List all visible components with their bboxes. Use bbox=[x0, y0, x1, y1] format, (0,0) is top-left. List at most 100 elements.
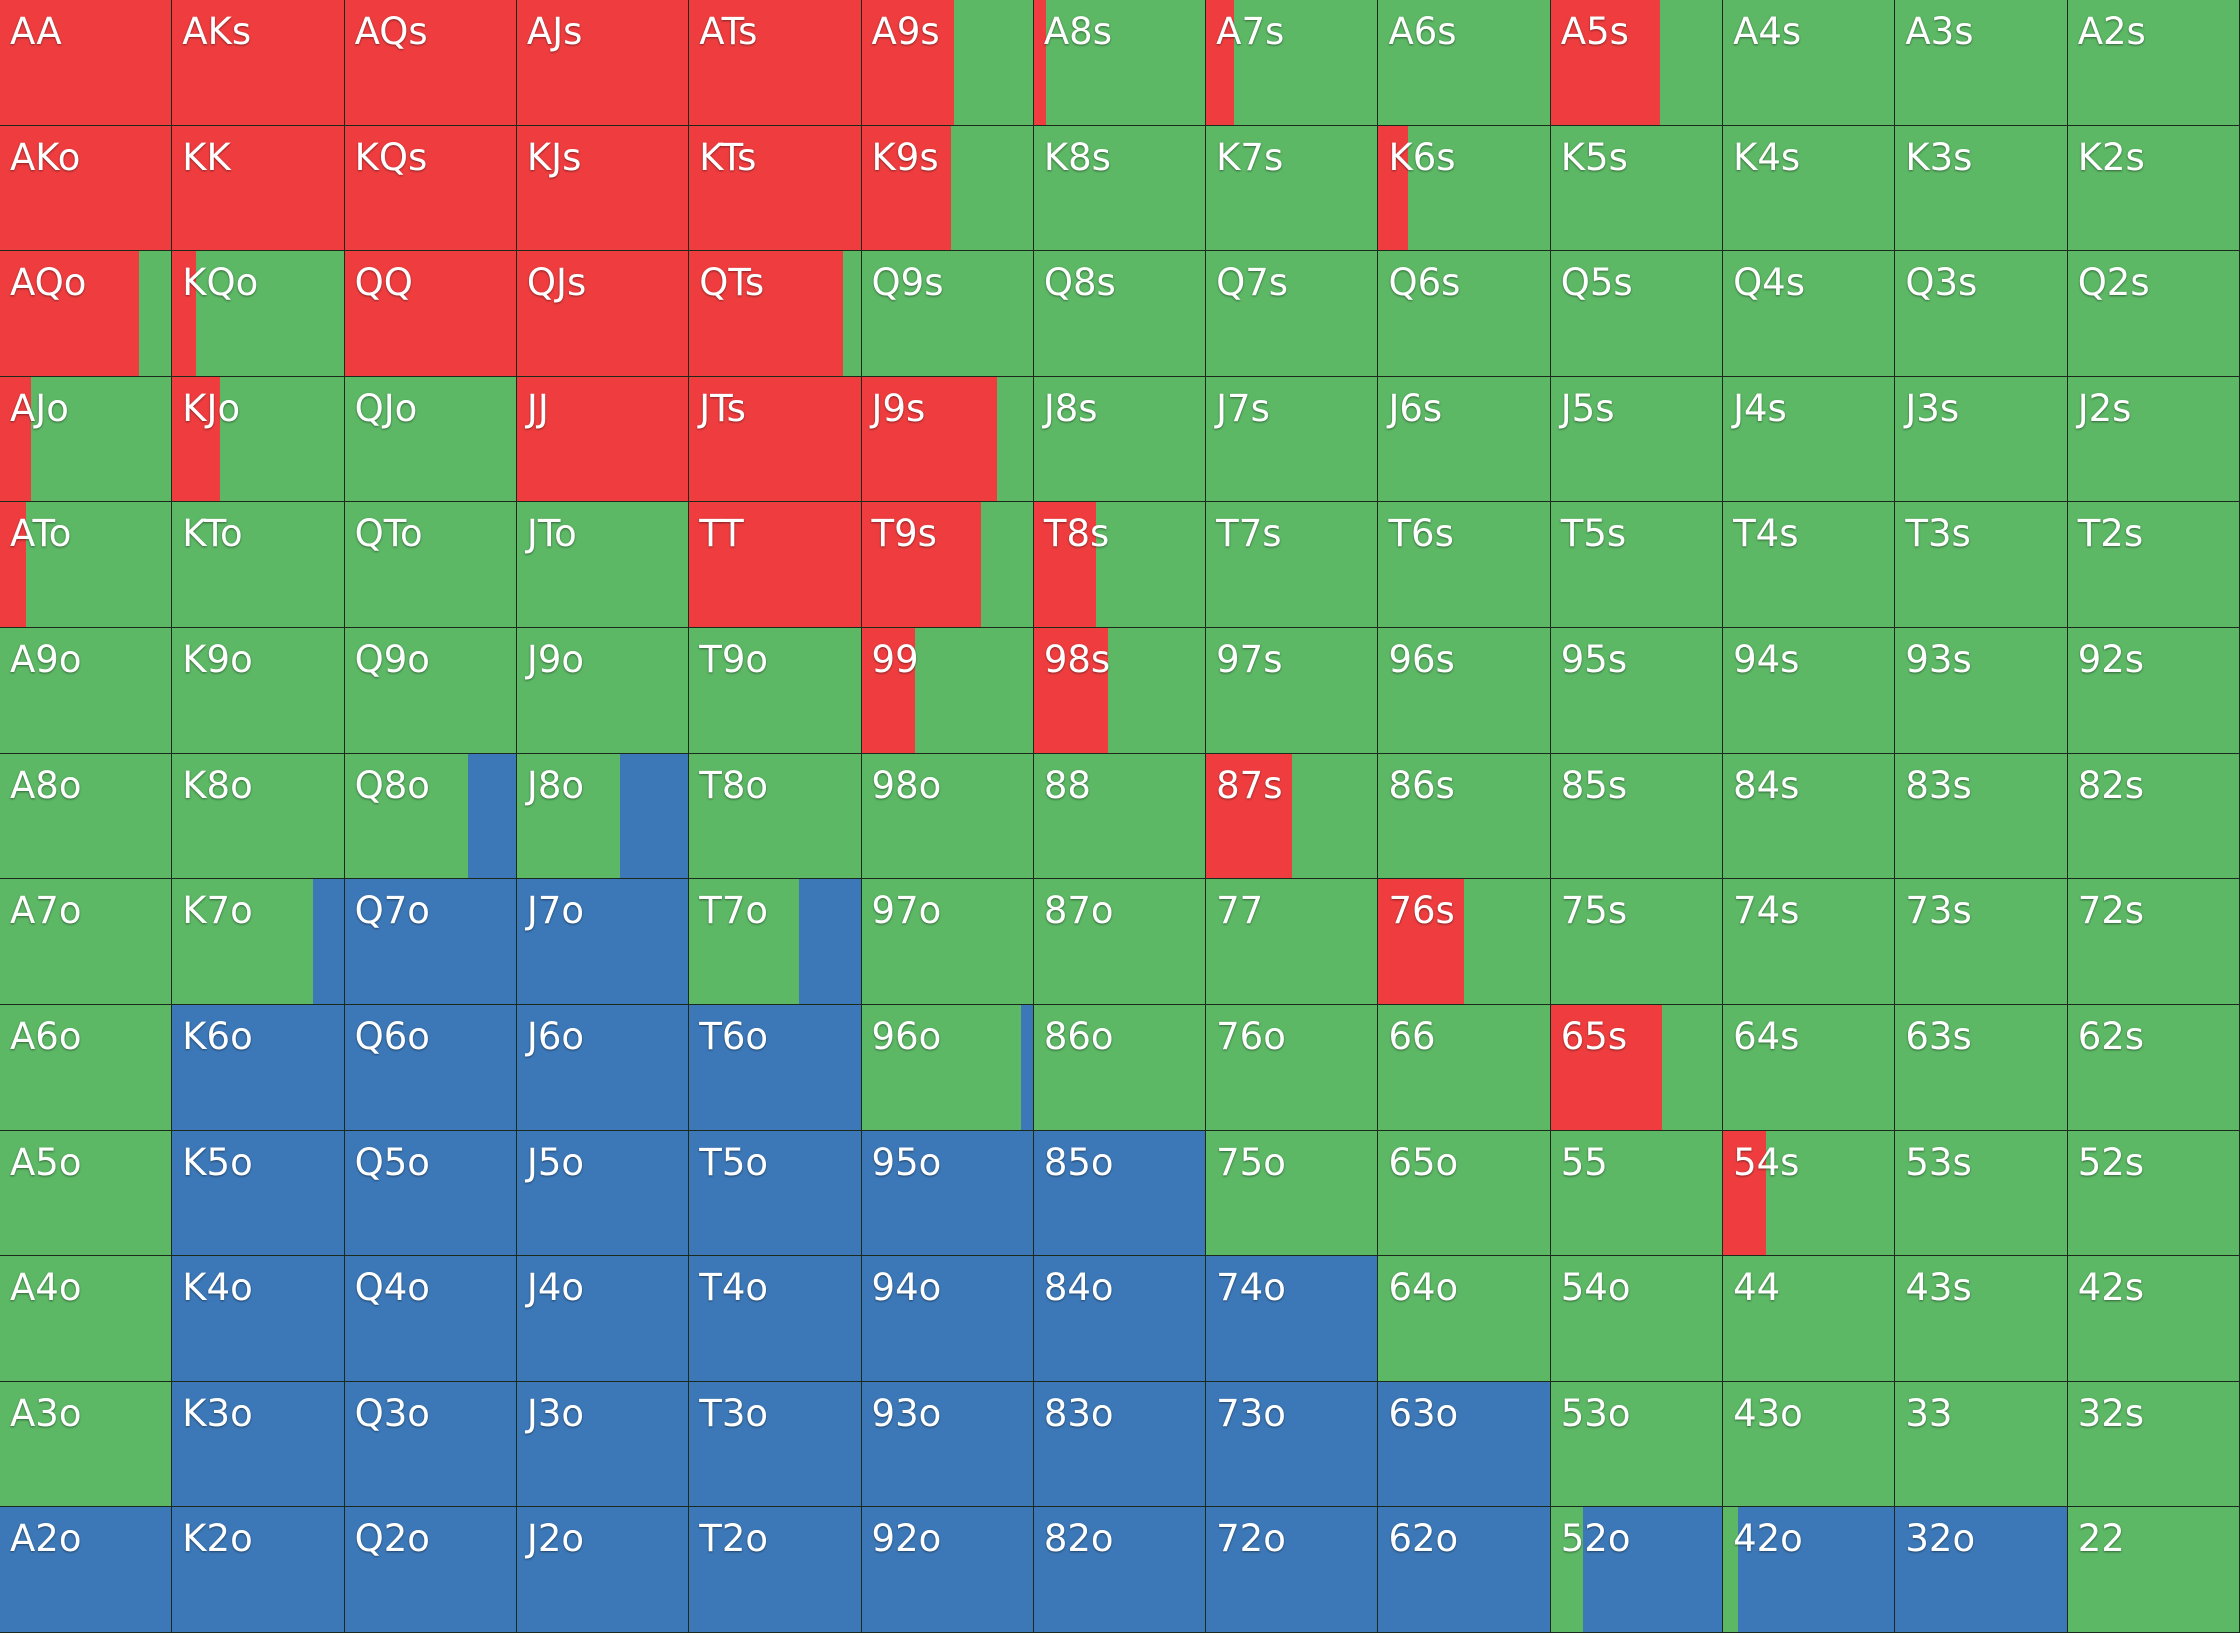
hand-cell: Q6s bbox=[1378, 251, 1551, 377]
hand-cell: 95o bbox=[861, 1130, 1034, 1257]
hand-label: J6o bbox=[526, 1014, 585, 1058]
raise-segment bbox=[1206, 0, 1234, 125]
hand-label: 82s bbox=[2077, 763, 2145, 807]
hand-label: J2o bbox=[526, 1517, 585, 1561]
fold-segment bbox=[344, 1507, 516, 1632]
call-segment bbox=[1045, 0, 1206, 125]
fold-segment bbox=[516, 1256, 689, 1381]
call-segment bbox=[1550, 628, 1723, 753]
hand-cell: 88 bbox=[1033, 753, 1207, 880]
call-segment bbox=[1723, 502, 1895, 628]
fold-segment bbox=[516, 1130, 689, 1256]
hand-label: Q3o bbox=[354, 1391, 430, 1435]
hand-cell: T5o bbox=[689, 1130, 862, 1257]
call-segment bbox=[689, 628, 861, 753]
hand-label: K4o bbox=[182, 1266, 253, 1310]
call-segment bbox=[1206, 1130, 1378, 1256]
fold-segment bbox=[172, 1507, 344, 1632]
hand-cell: QTo bbox=[344, 502, 517, 629]
hand-label: J5o bbox=[526, 1140, 585, 1184]
call-segment bbox=[1550, 1256, 1723, 1381]
call-segment bbox=[1895, 1004, 2067, 1130]
hand-cell: KTs bbox=[689, 125, 862, 252]
hand-label: A8s bbox=[1043, 10, 1112, 53]
fold-segment bbox=[861, 1381, 1033, 1507]
raise-segment bbox=[1550, 1004, 1663, 1130]
hand-label: K5o bbox=[182, 1140, 253, 1184]
hand-cell: A9o bbox=[0, 628, 173, 754]
hand-label: Q2o bbox=[354, 1517, 430, 1561]
hand-label: A8o bbox=[10, 763, 82, 807]
call-segment bbox=[1550, 251, 1723, 376]
raise-segment bbox=[861, 628, 915, 753]
hand-label: 92s bbox=[2077, 638, 2145, 682]
hand-label: K2o bbox=[182, 1517, 253, 1561]
hand-cell: 83o bbox=[1033, 1381, 1207, 1508]
call-segment bbox=[1550, 879, 1723, 1004]
raise-segment bbox=[1550, 0, 1661, 125]
hand-cell: 32o bbox=[1895, 1507, 2068, 1633]
call-segment bbox=[1095, 502, 1206, 628]
call-segment bbox=[1550, 1381, 1723, 1507]
fold-segment bbox=[689, 1507, 861, 1632]
hand-cell: 99 bbox=[861, 628, 1034, 754]
hand-label: K5s bbox=[1560, 135, 1628, 179]
fold-segment bbox=[1033, 1256, 1206, 1381]
hand-cell: 53s bbox=[1895, 1130, 2068, 1257]
hand-label: 65s bbox=[1560, 1014, 1628, 1058]
hand-cell: JTo bbox=[516, 502, 690, 629]
call-segment bbox=[2067, 1004, 2239, 1130]
call-segment bbox=[1291, 753, 1378, 879]
hand-cell: 63o bbox=[1378, 1381, 1551, 1508]
hand-cell: A6o bbox=[0, 1004, 173, 1131]
hand-cell: 87o bbox=[1033, 879, 1207, 1005]
hand-cell: 52s bbox=[2067, 1130, 2240, 1257]
hand-cell: 64s bbox=[1723, 1004, 1896, 1131]
call-segment bbox=[0, 628, 172, 753]
hand-label: J8o bbox=[526, 763, 585, 807]
fold-segment bbox=[344, 1381, 516, 1507]
hand-label: J7s bbox=[1216, 386, 1270, 430]
hand-cell: T3s bbox=[1895, 502, 2068, 629]
hand-label: Q5s bbox=[1560, 261, 1633, 305]
hand-label: 86o bbox=[1043, 1014, 1114, 1058]
call-segment bbox=[1206, 628, 1378, 753]
hand-cell: Q5o bbox=[344, 1130, 517, 1257]
hand-label: 96o bbox=[871, 1014, 942, 1058]
hand-label: T3s bbox=[1905, 512, 1971, 556]
hand-cell: K9o bbox=[172, 628, 345, 754]
hand-label: 97o bbox=[871, 889, 942, 933]
call-segment bbox=[1895, 628, 2067, 753]
hand-label: A7s bbox=[1216, 10, 1285, 53]
call-segment bbox=[981, 502, 1033, 628]
hand-cell: K6o bbox=[172, 1004, 345, 1131]
hand-label: 52o bbox=[1560, 1517, 1631, 1561]
hand-cell: Q3o bbox=[344, 1381, 517, 1508]
hand-cell: Q5s bbox=[1550, 251, 1724, 377]
hand-cell: T4o bbox=[689, 1256, 862, 1382]
hand-cell: KQs bbox=[344, 125, 517, 252]
call-segment bbox=[1378, 251, 1550, 376]
hand-label: A9s bbox=[871, 10, 940, 53]
hand-label: A3o bbox=[10, 1391, 82, 1435]
call-segment bbox=[344, 502, 516, 628]
raise-segment bbox=[0, 0, 172, 125]
hand-cell: T7s bbox=[1206, 502, 1379, 629]
hand-cell: Q2o bbox=[344, 1507, 517, 1633]
fold-segment bbox=[516, 879, 689, 1004]
hand-cell: K9s bbox=[861, 125, 1034, 252]
hand-cell: K5o bbox=[172, 1130, 345, 1257]
call-segment bbox=[1723, 1381, 1895, 1507]
hand-label: A3s bbox=[1905, 10, 1974, 53]
hand-label: J6s bbox=[1388, 386, 1443, 430]
hand-cell: 42o bbox=[1723, 1507, 1896, 1633]
hand-cell: A4o bbox=[0, 1256, 173, 1382]
hand-cell: 63s bbox=[1895, 1004, 2068, 1131]
call-segment bbox=[1378, 376, 1550, 502]
hand-cell: 86s bbox=[1378, 753, 1551, 880]
call-segment bbox=[172, 753, 344, 879]
hand-label: AQs bbox=[354, 10, 428, 53]
call-segment bbox=[1550, 753, 1723, 879]
hand-label: 73s bbox=[1905, 889, 1972, 933]
call-segment bbox=[1378, 628, 1550, 753]
